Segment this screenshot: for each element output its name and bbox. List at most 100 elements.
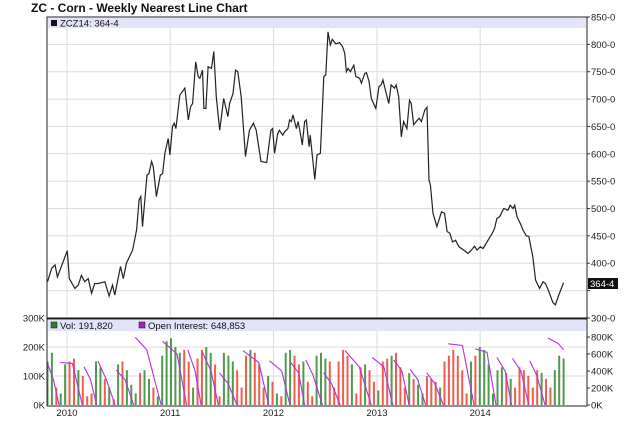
volume-bar: [487, 364, 490, 405]
open-interest-lines: [46, 336, 565, 406]
volume-bar: [161, 355, 164, 405]
volume-bar: [218, 396, 221, 405]
last-price-label: 364-4: [590, 279, 614, 290]
volume-tick-label: 200K: [23, 343, 46, 354]
open-interest-line: [162, 340, 188, 406]
volume-bar: [518, 367, 521, 405]
volume-bar: [522, 370, 525, 405]
volume-bar: [143, 370, 146, 405]
open-interest-line: [511, 357, 530, 406]
oi-tick-label: 800K: [591, 333, 614, 344]
volume-bar: [553, 370, 556, 405]
volume-bar: [447, 355, 450, 405]
volume-bar: [311, 396, 314, 405]
open-interest-legend-swatch: [138, 321, 146, 329]
volume-bar: [95, 361, 97, 405]
open-interest-line: [269, 360, 291, 406]
price-line: [46, 31, 565, 306]
volume-bar: [509, 378, 512, 405]
volume-bar: [134, 393, 137, 405]
volume-bar: [187, 361, 190, 405]
volume-bar: [434, 381, 437, 405]
open-interest-line: [46, 361, 60, 406]
price-tick-label: 300-0: [591, 313, 615, 324]
open-interest-line: [290, 362, 306, 406]
volume-bar: [59, 393, 62, 405]
volume-bar: [139, 373, 142, 405]
volume-bar: [90, 393, 93, 405]
volume-bar: [465, 393, 468, 405]
open-interest-legend-label: Open Interest: 648,853: [148, 321, 245, 332]
volume-bar: [328, 361, 331, 405]
volume-bar: [284, 352, 287, 405]
chart-title: ZC - Corn - Weekly Nearest Line Chart: [31, 1, 248, 15]
volume-bar: [527, 376, 530, 405]
volume-bar: [549, 387, 552, 405]
volume-bar: [192, 387, 195, 405]
volume-bar: [359, 367, 362, 405]
open-interest-line: [187, 349, 202, 406]
volume-bar: [64, 364, 67, 405]
axes: 850-0 800-0 750-0 700-0 650-0 600-0 550-0 500-0…: [23, 13, 616, 420]
volume-bar: [456, 355, 459, 405]
open-interest-line: [242, 350, 270, 406]
open-interest-line: [323, 372, 341, 406]
volume-bar: [183, 349, 186, 405]
volume-bar: [258, 364, 261, 405]
volume-bar: [275, 393, 278, 405]
grid-lines: [48, 28, 586, 405]
volume-bar: [536, 370, 539, 405]
volume-bar: [350, 364, 353, 405]
price-tick-label: 700-0: [591, 95, 615, 106]
oi-tick-label: 600K: [591, 350, 614, 361]
x-tick-label: 2011: [160, 408, 180, 419]
open-interest-line: [134, 336, 162, 406]
volume-bar: [108, 387, 111, 405]
volume-bar: [209, 352, 212, 405]
volume-tick-label: 0K: [33, 401, 45, 412]
volume-bar: [337, 361, 340, 405]
volume-bar: [240, 387, 243, 405]
volume-bar: [474, 355, 477, 405]
volume-bar: [81, 376, 84, 405]
open-interest-line: [60, 361, 83, 406]
volume-bar: [156, 396, 159, 405]
open-interest-line: [448, 343, 475, 406]
open-interest-line: [83, 366, 98, 406]
volume-bar: [531, 387, 534, 405]
volume-bar: [170, 338, 172, 405]
volume-bar: [461, 370, 464, 405]
volume-bar: [478, 347, 481, 405]
volume-bar: [324, 358, 327, 405]
volume-bar: [245, 355, 247, 405]
price-legend-label: ZCZ14: 364-4: [60, 19, 119, 30]
price-tick-label: 850-0: [591, 13, 615, 24]
open-interest-line: [426, 372, 444, 406]
volume-bar: [403, 387, 406, 405]
volume-bar: [372, 381, 375, 405]
volume-bar: [125, 370, 128, 405]
volume-bar: [483, 349, 486, 405]
volume-bar: [117, 364, 120, 405]
volume-bar: [545, 378, 547, 405]
volume-bar: [408, 373, 411, 405]
volume-bar: [178, 352, 181, 405]
volume-bar: [306, 381, 309, 405]
oi-tick-label: 200K: [591, 384, 614, 395]
price-tick-label: 600-0: [591, 149, 615, 160]
volume-bar: [227, 355, 230, 405]
volume-bar: [214, 364, 217, 405]
volume-bar: [558, 355, 561, 405]
volume-bar: [121, 361, 124, 405]
volume-bar: [205, 347, 208, 405]
volume-bar: [262, 387, 265, 405]
open-interest-line: [305, 359, 323, 406]
price-tick-label: 750-0: [591, 67, 615, 78]
oi-tick-label: 0K: [591, 401, 603, 412]
price-tick-label: 650-0: [591, 122, 615, 133]
volume-bar: [55, 387, 58, 405]
volume-bar: [280, 396, 283, 405]
volume-bar: [315, 355, 318, 405]
volume-bar: [50, 352, 53, 405]
